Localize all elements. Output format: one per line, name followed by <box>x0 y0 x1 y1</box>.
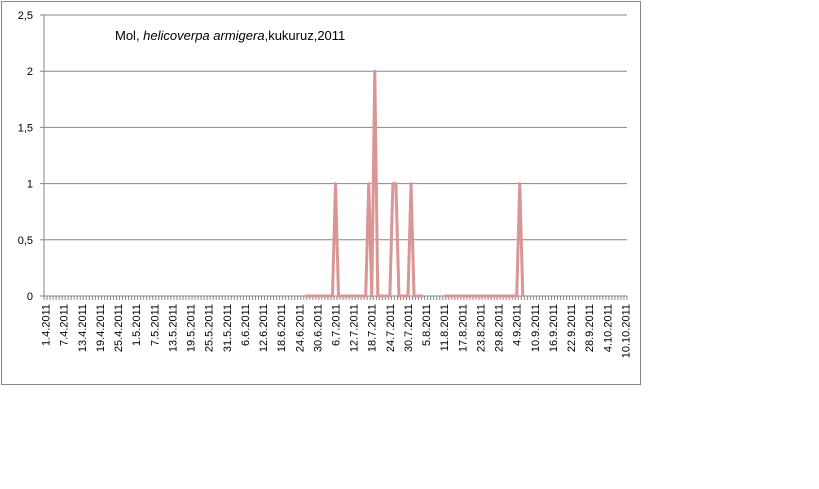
y-tick-label: 2 <box>27 66 33 78</box>
x-tick-label: 6.7.2011 <box>331 304 343 346</box>
x-tick-label: 13.4.2011 <box>77 304 89 352</box>
x-tick-label: 19.5.2011 <box>186 304 198 352</box>
title-part: helicoverpa armigera <box>143 28 264 43</box>
x-tick-label: 24.7.2011 <box>385 304 397 352</box>
x-tick-label: 30.7.2011 <box>403 304 415 352</box>
x-tick-label: 23.8.2011 <box>475 304 487 352</box>
x-tick-label: 11.8.2011 <box>439 304 451 351</box>
x-tick-label: 10.10.2011 <box>620 304 632 358</box>
title-part: ,kukuruz,2011 <box>265 28 346 43</box>
y-tick-label: 1,5 <box>18 122 33 134</box>
y-tick-label: 0,5 <box>18 235 33 247</box>
x-tick-label: 4.10.2011 <box>602 304 614 352</box>
chart-frame <box>1 1 641 385</box>
data-line <box>305 69 525 298</box>
x-tick-label: 7.5.2011 <box>149 304 161 346</box>
x-tick-label: 12.7.2011 <box>349 304 361 352</box>
x-tick-label: 22.9.2011 <box>566 304 578 352</box>
x-tick-label: 16.9.2011 <box>548 304 560 352</box>
x-tick-label: 31.5.2011 <box>222 304 234 352</box>
y-tick-label: 2,5 <box>18 10 33 22</box>
x-tick-label: 7.4.2011 <box>59 304 71 346</box>
x-tick-label: 29.8.2011 <box>494 304 506 352</box>
x-tick-label: 12.6.2011 <box>258 304 270 352</box>
x-tick-label: 4.9.2011 <box>512 304 524 346</box>
x-tick-label: 28.9.2011 <box>584 304 596 352</box>
x-tick-label: 5.8.2011 <box>421 304 433 346</box>
x-tick-label: 25.4.2011 <box>113 304 125 352</box>
x-tick-label: 25.5.2011 <box>204 304 216 352</box>
x-tick-label: 30.6.2011 <box>312 304 324 352</box>
x-tick-label: 10.9.2011 <box>530 304 542 352</box>
y-tick-label: 0 <box>27 291 33 303</box>
x-tick-label: 18.6.2011 <box>276 304 288 352</box>
x-tick-label: 17.8.2011 <box>457 304 469 352</box>
chart-title: Mol, helicoverpa armigera,kukuruz,2011 <box>115 28 345 43</box>
x-tick-label: 18.7.2011 <box>367 304 379 352</box>
x-tick-label: 13.5.2011 <box>167 304 179 352</box>
x-tick-label: 6.6.2011 <box>240 304 252 346</box>
x-tick-label: 1.5.2011 <box>131 304 143 346</box>
x-tick-label: 24.6.2011 <box>294 304 306 352</box>
y-tick-label: 1 <box>27 179 33 191</box>
x-tick-label: 1.4.2011 <box>41 304 53 346</box>
x-tick-label: 19.4.2011 <box>95 304 107 352</box>
title-part: Mol, <box>115 28 143 43</box>
